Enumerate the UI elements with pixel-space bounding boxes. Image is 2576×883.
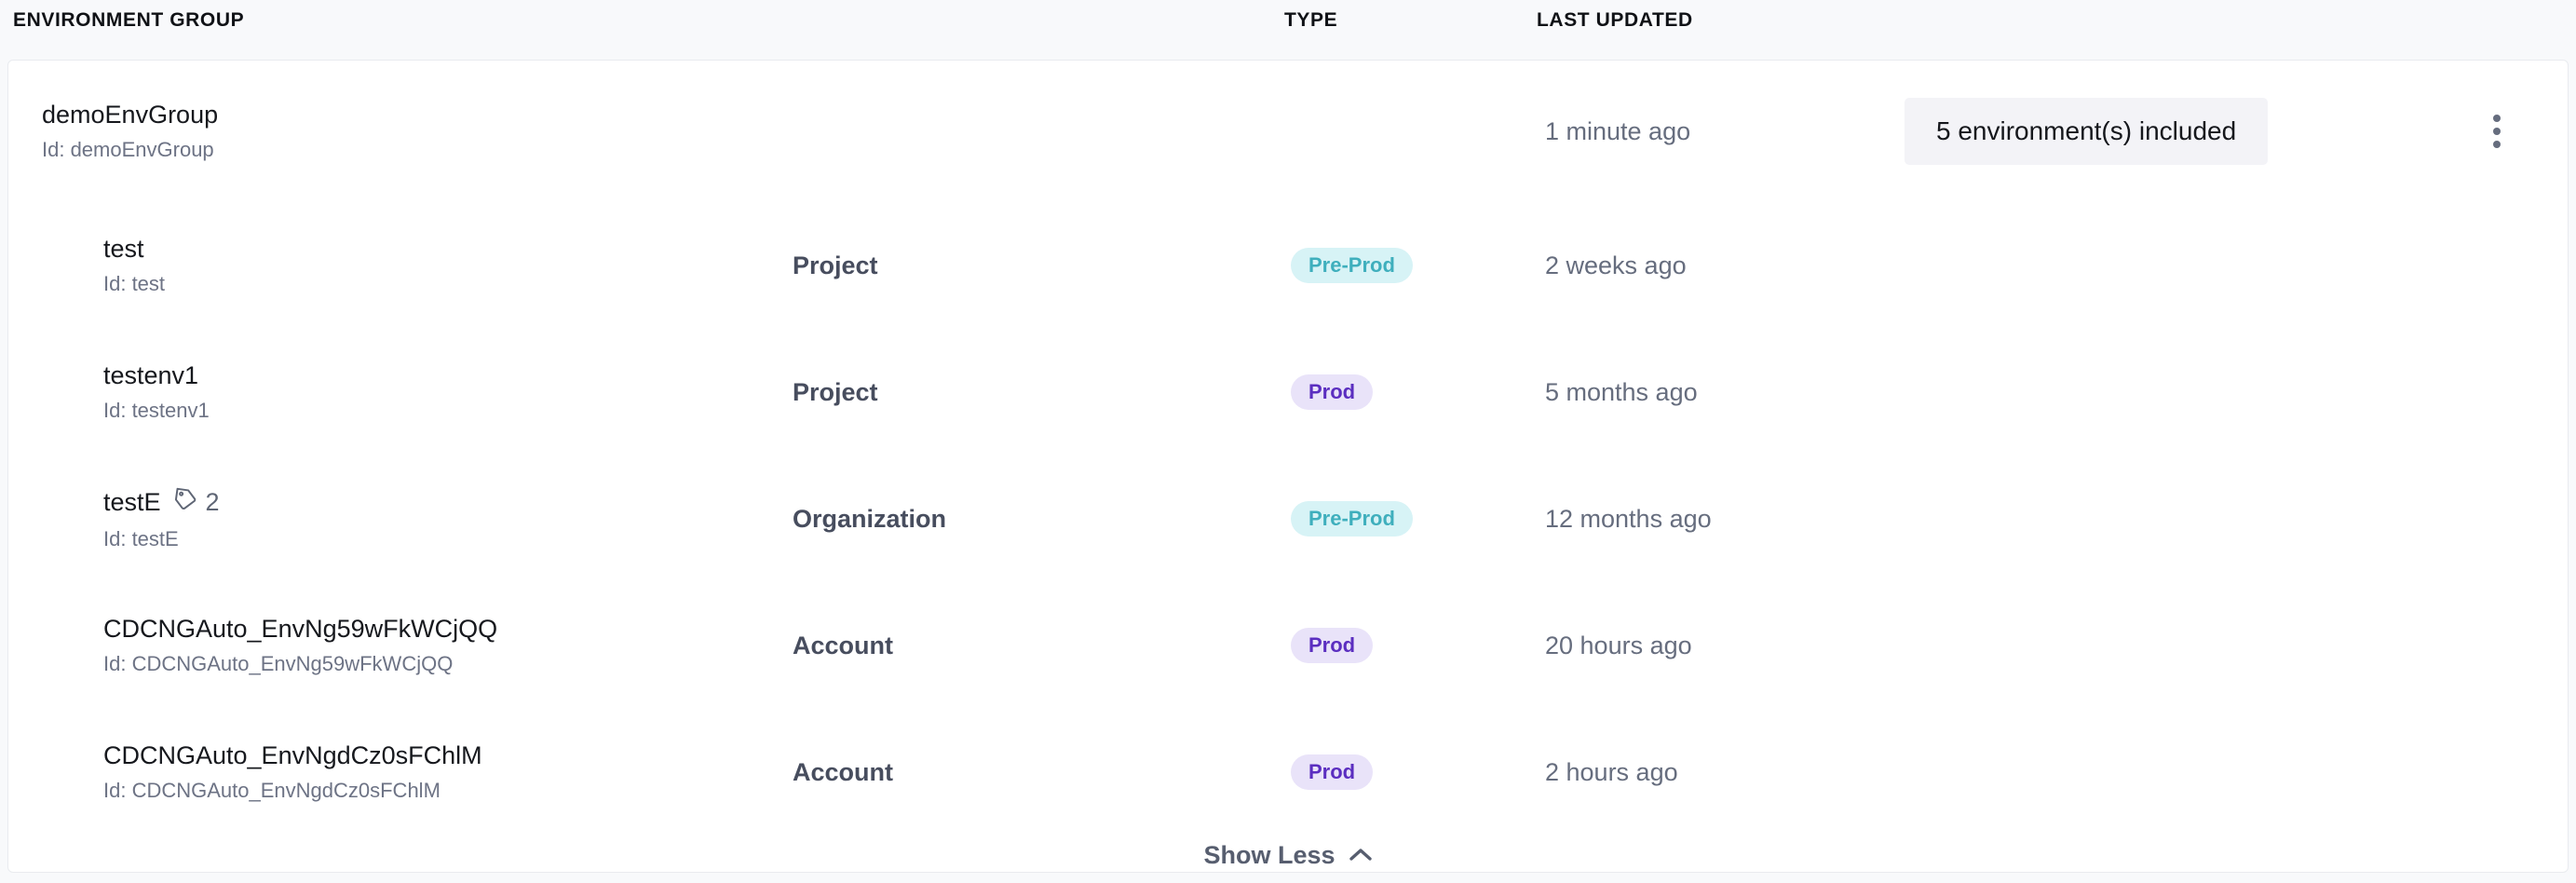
- tag-icon: [172, 486, 198, 519]
- env-last-updated: 12 months ago: [1545, 504, 1712, 533]
- env-name: test: [103, 235, 144, 263]
- group-last-updated: 1 minute ago: [1545, 116, 1691, 145]
- env-last-updated: 20 hours ago: [1545, 631, 1692, 659]
- env-type: Account: [793, 631, 893, 659]
- env-type: Organization: [793, 504, 947, 533]
- env-id: Id: CDCNGAuto_EnvNgdCz0sFChlM: [103, 779, 441, 802]
- env-name: CDCNGAuto_EnvNgdCz0sFChlM: [103, 741, 482, 769]
- env-type: Project: [793, 377, 878, 406]
- env-last-updated: 2 weeks ago: [1545, 251, 1687, 279]
- env-type: Project: [793, 251, 878, 279]
- env-id: Id: CDCNGAuto_EnvNg59wFkWCjQQ: [103, 652, 454, 675]
- show-less-button[interactable]: Show Less: [1203, 841, 1372, 870]
- env-last-updated: 5 months ago: [1545, 377, 1698, 406]
- table-row: test Id: test Project Pre-Prod 2 weeks a…: [8, 202, 2568, 329]
- table-row: CDCNGAuto_EnvNgdCz0sFChlM Id: CDCNGAuto_…: [8, 709, 2568, 835]
- column-header-last-updated: LAST UPDATED: [1537, 9, 1693, 31]
- chevron-up-icon: [1349, 841, 1373, 870]
- column-header-environment-group: ENVIRONMENT GROUP: [13, 9, 245, 31]
- table-row: testE 2 Id: testE Organization Pre-Prod …: [8, 455, 2568, 582]
- environments-included-button[interactable]: 5 environment(s) included: [1905, 98, 2269, 165]
- status-badge: Prod: [1291, 754, 1374, 790]
- tag-count: 2: [205, 488, 220, 516]
- group-name: demoEnvGroup: [42, 101, 219, 129]
- column-header-type: TYPE: [1284, 9, 1338, 31]
- kebab-menu-icon[interactable]: [2471, 99, 2523, 164]
- env-id: Id: testenv1: [103, 399, 210, 422]
- env-id: Id: testE: [103, 527, 179, 550]
- status-badge: Prod: [1291, 628, 1374, 663]
- env-id: Id: test: [103, 272, 166, 295]
- env-name: testenv1: [103, 361, 199, 389]
- env-last-updated: 2 hours ago: [1545, 757, 1678, 786]
- status-badge: Prod: [1291, 374, 1374, 410]
- env-type: Account: [793, 757, 893, 786]
- table-row: testenv1 Id: testenv1 Project Prod 5 mon…: [8, 329, 2568, 455]
- table-row: CDCNGAuto_EnvNg59wFkWCjQQ Id: CDCNGAuto_…: [8, 582, 2568, 709]
- status-badge: Pre-Prod: [1291, 501, 1413, 537]
- status-badge: Pre-Prod: [1291, 248, 1413, 283]
- environment-group-card: demoEnvGroup Id: demoEnvGroup 1 minute a…: [7, 60, 2569, 873]
- env-name: CDCNGAuto_EnvNg59wFkWCjQQ: [103, 615, 498, 643]
- group-name-block: demoEnvGroup Id: demoEnvGroup: [8, 101, 793, 162]
- group-row: demoEnvGroup Id: demoEnvGroup 1 minute a…: [8, 61, 2568, 202]
- group-id: Id: demoEnvGroup: [42, 138, 214, 161]
- env-name: testE: [103, 488, 161, 516]
- table-header: ENVIRONMENT GROUP TYPE LAST UPDATED: [0, 0, 2576, 60]
- show-less-label: Show Less: [1203, 841, 1335, 869]
